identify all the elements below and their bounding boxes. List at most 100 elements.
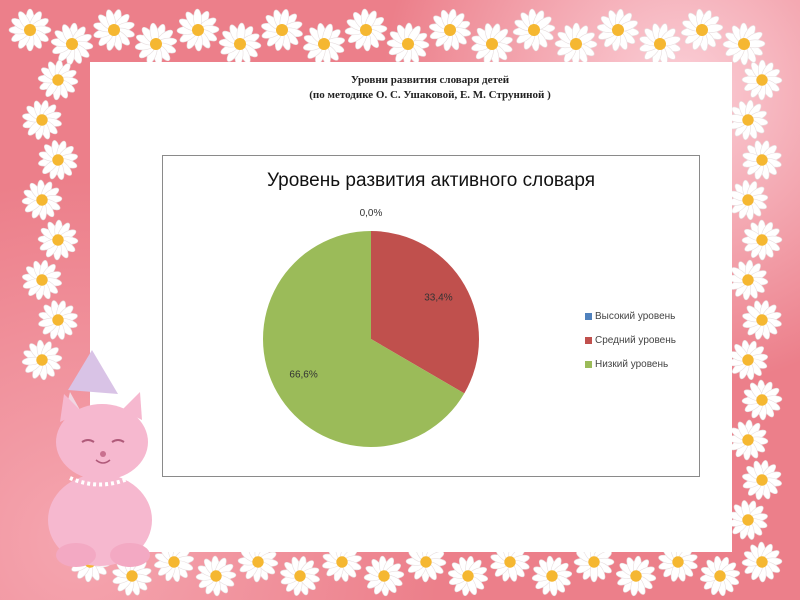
- kitten-ear-left: [60, 394, 82, 422]
- daisy-center: [378, 570, 390, 582]
- pie-slice-3: [263, 231, 465, 448]
- daisy-center: [462, 570, 474, 582]
- daisy-flower: [37, 59, 79, 101]
- daisy-flower: [471, 23, 513, 65]
- daisy-flower: [727, 259, 769, 301]
- legend-item-2: Средний уровень: [585, 328, 676, 352]
- daisy-center: [66, 38, 78, 50]
- legend-label: Высокий уровень: [595, 310, 676, 322]
- daisy-center: [52, 74, 64, 86]
- daisy-center: [210, 570, 222, 582]
- daisy-center: [756, 314, 768, 326]
- daisy-center: [234, 38, 246, 50]
- daisy-center: [570, 38, 582, 50]
- daisy-flower: [742, 460, 782, 500]
- pie-data-label-3: 66,6%: [289, 370, 317, 381]
- daisy-flower: [512, 8, 556, 52]
- daisy-center: [742, 114, 754, 126]
- daisy-center: [150, 38, 162, 50]
- daisy-flower: [21, 179, 63, 221]
- kitten-eye-right: [111, 439, 125, 443]
- daisy-center: [36, 354, 48, 366]
- daisy-center: [52, 314, 64, 326]
- daisy-flower: [363, 555, 405, 597]
- daisy-flower: [50, 22, 94, 66]
- daisy-center: [756, 556, 768, 568]
- kitten-paw-left: [56, 543, 96, 567]
- daisy-flower: [531, 555, 573, 597]
- legend-item-3: Низкий уровень: [585, 352, 676, 376]
- daisy-flower: [741, 59, 783, 101]
- daisy-flower: [741, 219, 783, 261]
- daisy-center: [588, 556, 600, 568]
- daisy-flower: [447, 555, 489, 597]
- daisy-center: [126, 570, 138, 582]
- pie-chart: 0,0% 33,4% 66,6%: [263, 208, 479, 448]
- daisy-center: [756, 154, 768, 166]
- slide-title: Уровни развития словаря детей (по методи…: [160, 73, 700, 103]
- daisy-flower: [8, 8, 52, 52]
- party-hat: [68, 350, 118, 394]
- legend-label: Низкий уровень: [595, 358, 669, 370]
- daisy-center: [756, 234, 768, 246]
- daisy-center: [360, 24, 372, 36]
- daisy-flower: [699, 555, 741, 597]
- daisy-center: [756, 394, 768, 406]
- daisy-flower: [261, 9, 303, 51]
- daisy-flower: [280, 556, 320, 596]
- daisy-flower: [742, 140, 782, 180]
- daisy-center: [742, 194, 754, 206]
- daisy-center: [192, 24, 204, 36]
- kitten-eye-left: [81, 439, 95, 443]
- daisy-center: [276, 24, 288, 36]
- daisy-flower: [727, 419, 769, 461]
- slide-title-line1: Уровни развития словаря детей: [350, 74, 510, 86]
- daisy-flower: [176, 8, 220, 52]
- kitten-paw-right: [110, 543, 150, 567]
- daisy-center: [24, 24, 36, 36]
- legend-item-1: Высокий уровень: [585, 304, 676, 328]
- daisy-center: [252, 556, 264, 568]
- kitten-mouth: [95, 459, 111, 464]
- daisy-flower: [615, 555, 657, 597]
- daisy-center: [402, 38, 414, 50]
- daisy-flower: [741, 379, 783, 421]
- daisy-center: [742, 434, 754, 446]
- daisy-center: [318, 38, 330, 50]
- daisy-flower: [428, 8, 472, 52]
- daisy-center: [336, 556, 348, 568]
- daisy-center: [36, 114, 48, 126]
- daisy-flower: [93, 9, 135, 51]
- daisy-center: [294, 570, 306, 582]
- daisy-flower: [21, 339, 63, 381]
- daisy-flower: [639, 23, 681, 65]
- daisy-center: [612, 24, 624, 36]
- legend-swatch: [585, 360, 592, 368]
- daisy-flower: [344, 8, 388, 52]
- daisy-center: [52, 154, 64, 166]
- daisy-flower: [38, 140, 78, 180]
- kitten-ear-right: [122, 392, 142, 420]
- daisy-center: [672, 556, 684, 568]
- daisy-center: [108, 24, 120, 36]
- daisy-center: [528, 24, 540, 36]
- chart-legend: Высокий уровень Средний уровень Низкий уро…: [585, 304, 676, 376]
- daisy-flower: [728, 500, 768, 540]
- daisy-center: [714, 570, 726, 582]
- daisy-center: [420, 556, 432, 568]
- daisy-center: [168, 556, 180, 568]
- pie-data-label-2: 33,4%: [424, 292, 452, 303]
- daisy-flower: [37, 219, 79, 261]
- daisy-center: [696, 24, 708, 36]
- daisy-flower: [195, 555, 237, 597]
- daisy-flower: [22, 100, 62, 140]
- daisy-flower: [727, 99, 769, 141]
- daisy-center: [742, 274, 754, 286]
- pie-slice-2: [371, 231, 479, 394]
- daisy-center: [36, 274, 48, 286]
- legend-label: Средний уровень: [595, 334, 676, 346]
- daisy-center: [756, 74, 768, 86]
- daisy-center: [756, 474, 768, 486]
